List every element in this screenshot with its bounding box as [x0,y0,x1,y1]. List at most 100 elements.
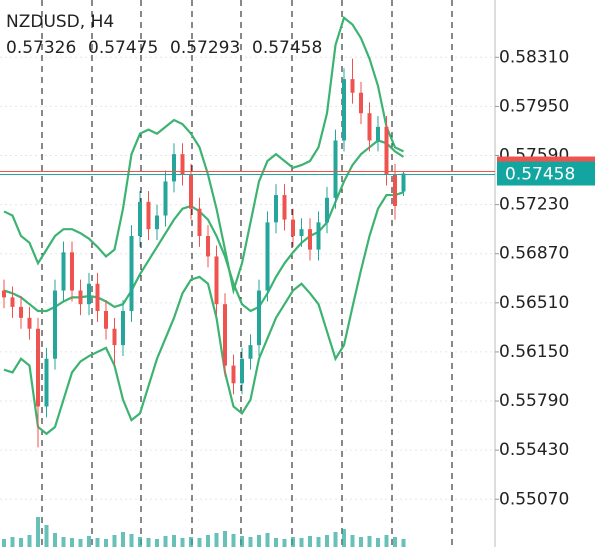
volume-bar [274,538,278,547]
candle-body [53,290,57,359]
candle-body [274,195,278,223]
volume-bar [121,532,125,547]
grid-layer [0,56,495,500]
candle-body [70,252,74,291]
band-middle [3,139,405,313]
volume-bar [53,533,57,547]
price-marker: 0.57458 [0,156,595,186]
y-tick-label: 0.55070 [499,489,569,509]
ohlc-low: 0.57293 [170,38,240,58]
candle-body [257,290,261,346]
ohlc-close: 0.57458 [252,38,322,58]
volume-bar [359,537,363,547]
volume-bar [44,525,49,547]
candle-body [401,173,406,192]
separators [41,0,453,547]
candle-body [19,306,23,318]
ohlc-high: 0.57475 [88,38,158,58]
y-tick-label: 0.56510 [499,293,569,313]
volume-bar [206,535,210,547]
candle-body [359,92,363,114]
volume-bar [36,517,40,547]
candle-body [87,283,91,305]
volume-bar [265,533,270,547]
candle-body [265,222,270,291]
y-tick-label: 0.56150 [499,342,569,362]
candle-body [316,222,321,250]
candle-body [10,297,15,307]
candle-body [180,154,185,175]
volume-bar [325,535,329,547]
volume-bar [308,536,312,547]
volume-bar [240,536,244,547]
volume-bar [19,538,23,547]
candle-body [282,195,287,220]
candle-body [2,290,6,298]
price-tag-top [497,156,595,162]
candle-body [291,219,295,236]
volume-bar [333,532,338,547]
volume-bar [350,535,355,547]
volume-bar [282,539,287,547]
volume-bar [70,538,74,547]
volume-bar [384,535,389,547]
volume-bar [87,536,91,547]
volume-bar [163,536,168,547]
volume-bar [393,537,397,547]
price-tag-label: 0.57458 [505,165,575,185]
band-upper [3,15,404,295]
band-lower [3,191,404,436]
volume-bar [180,538,185,547]
volume-bar [197,538,202,547]
volume-bar [401,539,406,547]
volume-bar [223,531,227,547]
volume-bar [112,535,117,547]
candle-body [299,229,304,236]
candle-body [138,201,142,236]
y-tick-label: 0.55430 [499,440,569,460]
ohlc-open: 0.57326 [6,38,76,58]
y-tick-label: 0.57230 [499,195,569,215]
volume-bar [104,539,108,547]
volume-bar [299,538,304,547]
volume-bar [257,535,261,547]
candle-body [367,113,372,141]
price-tag [497,161,595,186]
candle-body [342,79,346,141]
candle-body [121,311,125,346]
candle-body [248,345,253,359]
candle-body [325,197,329,223]
y-tick-label: 0.56870 [499,244,569,264]
volume-bar [2,539,6,547]
candle-body [172,154,176,182]
candle-body [36,328,40,407]
volume-bar [10,537,15,547]
candle-body [240,358,244,384]
plot [2,15,406,547]
candle-body [61,252,66,291]
candle-body [308,229,312,250]
candle-body [223,304,227,366]
chart-title: NZDUSD, H4 [6,12,114,32]
volume-bar [129,534,134,547]
y-tick-label: 0.55790 [499,391,569,411]
candle-body [333,140,338,198]
candle-body [384,126,389,175]
candle-body [214,256,219,305]
y-tick-label: 0.57950 [499,96,569,116]
candle-body [393,174,397,206]
volume-bar [138,537,142,547]
volume-bar [172,535,176,547]
candle-body [95,283,100,312]
volume-bar [214,533,219,547]
volume-bar [291,537,295,547]
candle-body [155,215,159,230]
volume-bar [61,537,66,547]
candle-body [206,235,210,257]
volume-bar [376,538,380,547]
volume-bar [155,539,159,547]
candle-body [104,311,108,329]
volume-bar [367,536,372,547]
y-tick-label: 0.58310 [499,47,569,67]
